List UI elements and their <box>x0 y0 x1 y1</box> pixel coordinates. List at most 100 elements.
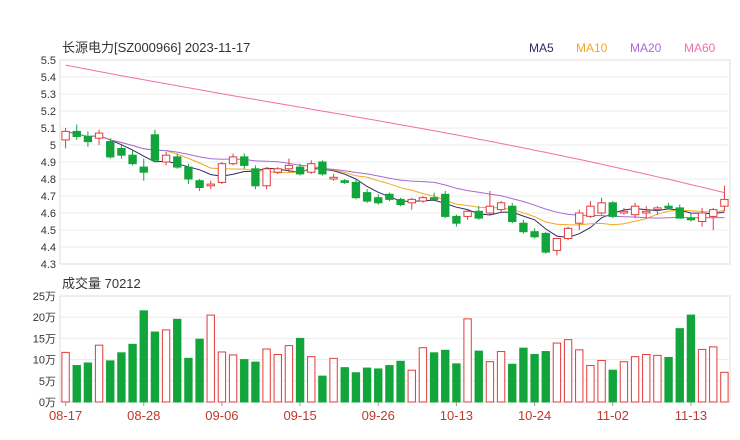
volume-bar <box>664 356 673 403</box>
candle-body <box>139 166 148 173</box>
candle-body <box>474 210 483 219</box>
legend-ma10: MA10 <box>576 41 608 55</box>
candle-body <box>597 202 606 214</box>
date-tick-label: 09-26 <box>362 408 395 423</box>
candle-body <box>240 156 249 166</box>
candle-body <box>630 205 640 216</box>
volume-bar <box>106 360 115 403</box>
candle-body <box>161 154 171 163</box>
volume-bar <box>72 365 81 403</box>
volume-bar <box>452 363 461 403</box>
date-tick-label: 09-15 <box>283 408 316 423</box>
volume-tick-label: 25万 <box>33 291 56 303</box>
volume-bar <box>139 310 148 403</box>
volume-bar <box>686 314 696 403</box>
price-tick-label: 4.4 <box>41 242 56 254</box>
candle-body <box>106 141 115 158</box>
volume-bar <box>385 365 394 403</box>
volume-bar <box>463 318 472 403</box>
volume-bar <box>697 348 707 403</box>
candle-body <box>463 210 472 217</box>
volume-title: 成交量 70212 <box>62 276 141 291</box>
volume-bar <box>441 349 450 403</box>
ma10-line <box>65 130 725 226</box>
candle-body <box>619 210 629 214</box>
date-tick-label: 08-17 <box>49 408 82 423</box>
volume-bar <box>709 346 718 403</box>
candle-body <box>251 168 260 187</box>
date-tick-label: 10-24 <box>518 408 551 423</box>
candle-body <box>228 156 238 165</box>
candle-body <box>485 205 495 214</box>
price-title: 长源电力[SZ000966] 2023-11-17 <box>62 40 250 55</box>
candle-body <box>675 207 684 219</box>
price-panel: 长源电力[SZ000966] 2023-11-17 MA5 MA10 MA20 … <box>41 40 731 271</box>
volume-bar <box>374 368 383 403</box>
candle-body <box>83 136 93 143</box>
price-tick-label: 5.5 <box>41 55 56 67</box>
volume-bar <box>407 369 416 403</box>
volume-bar <box>284 345 294 403</box>
candle-body <box>407 198 416 204</box>
candle-body <box>608 202 617 217</box>
volume-bar <box>519 347 528 403</box>
candle-body <box>418 197 428 202</box>
volume-bar <box>150 331 160 403</box>
volume-bar <box>83 362 93 403</box>
candle-body <box>206 183 215 187</box>
candle-body <box>429 197 439 200</box>
candlesticks <box>61 124 729 256</box>
price-y-axis: 5.5 5.4 5.3 5.2 5.1 5 4.9 4.8 4.7 4.6 4.5 4.4 4.3 <box>41 55 56 271</box>
price-tick-label: 4.9 <box>41 157 56 169</box>
volume-bar <box>117 352 126 403</box>
volume-bar <box>307 356 316 403</box>
candle-body <box>374 197 383 204</box>
volume-bar <box>240 359 249 403</box>
volume-bar <box>61 351 70 403</box>
volume-bar <box>496 351 506 403</box>
candle-body <box>697 212 707 222</box>
volume-bar <box>474 350 483 403</box>
candle-body <box>295 166 305 175</box>
volume-bar <box>206 314 215 403</box>
candle-body <box>340 180 349 183</box>
candle-body <box>519 222 528 233</box>
volume-tick-label: 15万 <box>33 333 56 345</box>
candle-body <box>117 147 126 156</box>
candle-body <box>318 161 327 175</box>
volume-bar <box>675 328 684 403</box>
candle-body <box>351 181 361 199</box>
volume-tick-label: 0万 <box>39 397 56 409</box>
price-tick-label: 5.2 <box>41 106 56 118</box>
volume-tick-label: 20万 <box>33 312 56 324</box>
volume-bar <box>161 329 171 403</box>
candle-body <box>362 192 372 202</box>
candle-body <box>530 231 539 238</box>
volume-bar <box>351 372 361 403</box>
volume-bar <box>273 354 282 403</box>
volume-bar <box>630 356 640 403</box>
date-tick-label: 10-13 <box>440 408 473 423</box>
volume-panel: 成交量 70212 25万 20万 15万 10万 5万 0万 08-17 08-28 09-… <box>33 276 731 423</box>
date-tick-label: 11-02 <box>597 408 629 423</box>
price-gridlines <box>60 76 730 248</box>
candle-body <box>195 180 204 188</box>
ma20-line <box>65 130 725 219</box>
volume-bar <box>597 359 606 403</box>
candle-body <box>496 202 506 211</box>
volume-bar <box>586 365 595 403</box>
volume-bar <box>362 367 372 403</box>
volume-bar <box>251 361 260 403</box>
volume-bar <box>128 343 137 403</box>
volume-bar <box>262 348 271 403</box>
candle-body <box>541 232 550 253</box>
candle-body <box>642 210 651 214</box>
candle-body <box>664 205 673 209</box>
volume-bar <box>575 349 584 403</box>
candle-body <box>575 212 584 224</box>
volume-bar <box>429 352 439 403</box>
volume-bar <box>720 371 729 403</box>
candle-body <box>173 156 182 168</box>
volume-bar <box>608 369 617 403</box>
candle-body <box>150 134 160 161</box>
